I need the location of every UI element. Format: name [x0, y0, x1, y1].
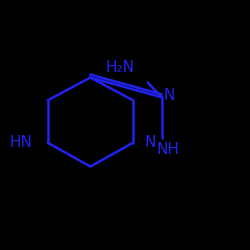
Text: HN: HN — [10, 135, 32, 150]
Text: N: N — [144, 135, 156, 150]
Text: N: N — [164, 88, 175, 103]
Text: NH: NH — [156, 142, 179, 157]
Text: H₂N: H₂N — [106, 60, 134, 75]
